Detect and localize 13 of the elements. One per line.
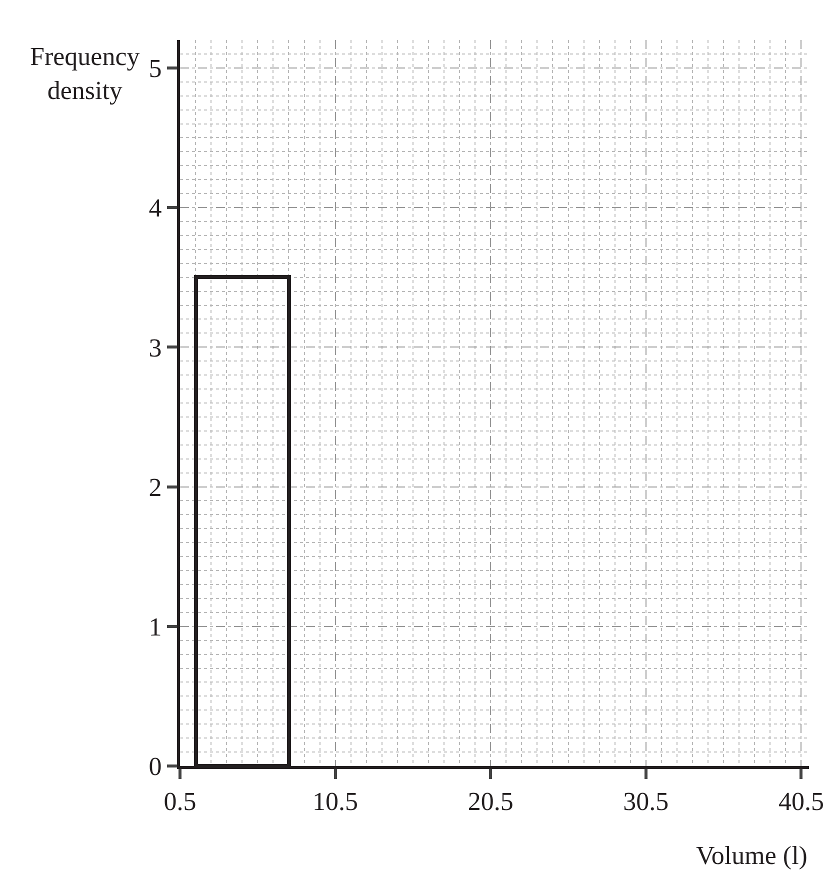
- y-tick-label: 3: [148, 333, 162, 362]
- x-tick-label: 20.5: [468, 787, 514, 816]
- x-axis-title: Volume (l): [696, 841, 808, 870]
- y-tick-label: 0: [148, 752, 162, 782]
- x-tick-label: 10.5: [312, 787, 358, 816]
- x-tick-label: 30.5: [623, 787, 669, 816]
- y-tick-label: 1: [148, 612, 162, 642]
- y-tick-label: 4: [148, 194, 162, 223]
- y-tick-label: 5: [148, 54, 162, 84]
- x-tick-label: 0.5: [164, 787, 196, 816]
- x-tick-label: 40.5: [778, 787, 824, 816]
- y-tick-label: 2: [148, 472, 162, 502]
- y-axis-title: Frequency density: [30, 42, 140, 105]
